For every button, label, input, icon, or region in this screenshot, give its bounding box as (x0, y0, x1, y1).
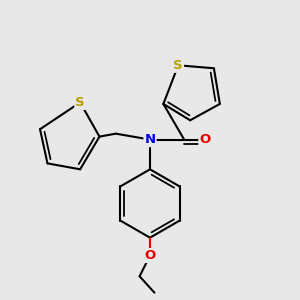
Text: N: N (144, 133, 156, 146)
Text: O: O (200, 133, 211, 146)
Text: S: S (75, 96, 85, 109)
Text: S: S (173, 59, 183, 72)
Text: O: O (144, 249, 156, 262)
